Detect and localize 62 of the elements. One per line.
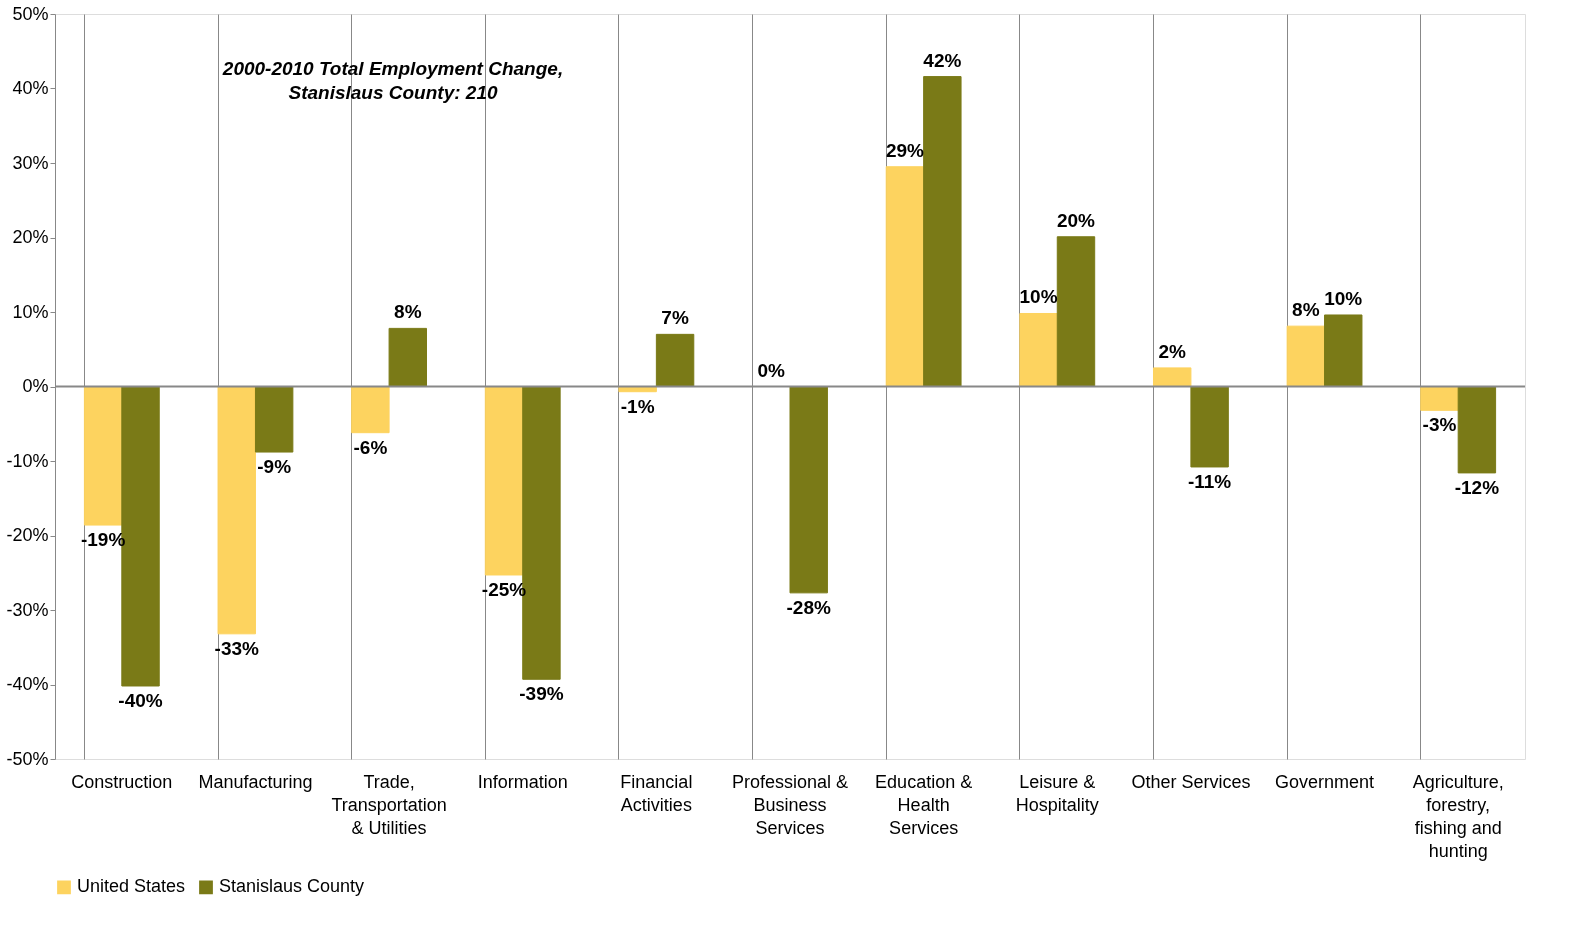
bar (351, 386, 390, 434)
x-tick-label: Information (477, 771, 568, 792)
bar (1190, 386, 1229, 468)
bar (83, 386, 123, 526)
x-tick-label: Trade, Transportation & Utilities (331, 771, 447, 838)
x-tick-label: Government (1275, 771, 1375, 792)
data-label: 8% (394, 301, 422, 323)
data-label: -1% (620, 395, 655, 417)
x-tick-label: Other Services (1131, 771, 1251, 792)
data-label: -33% (214, 637, 260, 659)
bar (1152, 367, 1192, 387)
data-label: 2% (1158, 340, 1187, 362)
bar (1324, 314, 1363, 387)
data-label: 10% (1019, 286, 1058, 308)
bar (1420, 386, 1459, 411)
bar (1056, 236, 1096, 387)
data-label: 8% (1292, 299, 1320, 321)
y-tick-label: -10% (6, 450, 49, 471)
data-label: 0% (757, 359, 786, 381)
x-tick-label: Agriculture, forestry, fishing and hunting (1412, 771, 1504, 861)
x-tick-label: Leisure & Hospitality (1015, 771, 1099, 815)
bar (1457, 386, 1497, 474)
data-label: -40% (118, 689, 163, 711)
legend-label: United States (77, 876, 186, 897)
bar (1019, 312, 1058, 387)
y-tick-label: 40% (12, 78, 49, 98)
annotation: 2000-2010 Total Employment Change, Stanislaus County: 210 (221, 58, 564, 103)
data-label: -39% (519, 683, 564, 705)
data-label: -12% (1454, 476, 1500, 498)
y-tick-label: 0% (22, 376, 49, 396)
y-tick-label: -20% (6, 525, 49, 545)
bar (655, 333, 695, 387)
bar (923, 76, 962, 387)
y-tick-label: -30% (6, 599, 49, 620)
y-tick-label: 50% (12, 3, 49, 24)
bar (388, 327, 428, 387)
y-tick-label: -40% (6, 674, 49, 694)
y-tick-label: 20% (12, 227, 49, 247)
x-tick-label: Construction (71, 771, 173, 792)
bar (1286, 325, 1326, 387)
data-label: -28% (786, 596, 831, 618)
data-label: -3% (1422, 414, 1457, 436)
y-tick-label: 10% (12, 301, 49, 322)
data-label: -11% (1187, 470, 1232, 492)
bar (217, 386, 256, 635)
x-tick-label: Education & Health Services (875, 771, 973, 838)
bar (885, 166, 925, 387)
bar (789, 386, 828, 594)
data-label: 42% (923, 49, 962, 71)
x-tick-label: Manufacturing (198, 771, 313, 792)
data-label: 20% (1056, 209, 1096, 231)
data-label: -9% (257, 456, 292, 478)
data-label: 10% (1324, 287, 1363, 309)
data-label: -6% (353, 436, 388, 458)
y-tick-label: -50% (6, 748, 49, 769)
bar (484, 386, 524, 576)
x-tick-label: Professional & Business Services (731, 771, 849, 838)
legend-label: Stanislaus County (219, 876, 365, 897)
x-tick-label: Financial Activities (620, 771, 693, 815)
y-tick-label: 30% (12, 152, 49, 173)
data-label: 7% (661, 307, 689, 329)
bar (254, 386, 294, 453)
